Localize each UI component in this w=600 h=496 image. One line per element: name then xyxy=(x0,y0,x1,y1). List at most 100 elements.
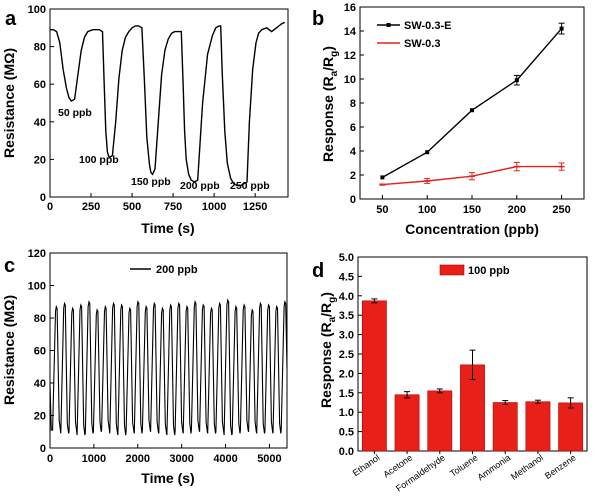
x-tick-label: 4000 xyxy=(213,453,237,465)
data-point xyxy=(559,26,564,31)
concentration-annotation: 250 ppb xyxy=(230,180,270,192)
x-tick-label: 500 xyxy=(123,201,141,213)
y-tick-label: 60 xyxy=(34,346,46,358)
cycling-trace xyxy=(49,298,288,436)
resistance-trace xyxy=(50,21,286,187)
legend-swatch-100-ppb xyxy=(439,264,465,276)
y-tick-label: 100 xyxy=(28,4,46,16)
y-tick-label: 3.5 xyxy=(339,310,354,322)
y-axis-label-part: ) xyxy=(320,46,336,51)
x-tick-label: 1250 xyxy=(243,201,267,213)
data-point xyxy=(514,78,519,83)
x-tick-label: 3000 xyxy=(169,453,193,465)
x-axis-label: Time (s) xyxy=(141,220,194,236)
panel-b: 50 100 150 200 250 0 2 4 6 8 10 12 14 16 SW-0.3-E SW-0.… xyxy=(312,2,585,237)
bar-ethanol xyxy=(361,300,387,452)
x-tick-label: 1000 xyxy=(82,453,106,465)
y-axis-label: Resistance (MΩ) xyxy=(1,48,17,158)
y-tick-label: 8 xyxy=(350,98,356,110)
y-tick-label: 80 xyxy=(34,42,46,54)
x-axis-label: Time (s) xyxy=(141,470,194,486)
data-point xyxy=(470,108,474,113)
bar-benzene xyxy=(558,402,584,452)
panel-label-a: a xyxy=(5,8,17,30)
legend-label-sw-0-3-e: SW-0.3-E xyxy=(404,20,451,32)
panel-d: 0.0 0.5 1.0 1.5 2.0 2.5 3.0 3.5 4.0 4.5 5.0 Ethanol… xyxy=(312,252,588,494)
y-axis-label-part: a xyxy=(329,70,340,76)
y-tick-label: 6 xyxy=(350,122,356,134)
y-axis-label-part: g xyxy=(329,51,340,57)
y-tick-label: 1.0 xyxy=(339,407,354,419)
y-tick-label: 0 xyxy=(40,443,46,455)
y-tick-label: 80 xyxy=(34,313,46,325)
bar-formaldehyde xyxy=(427,390,453,452)
y-axis-label-part: Response (R xyxy=(318,322,334,408)
x-tick-label: 0 xyxy=(47,201,53,213)
y-tick-label: 14 xyxy=(344,26,357,38)
x-tick-label: 200 xyxy=(508,204,526,216)
y-tick-label: 2.0 xyxy=(339,368,354,380)
y-tick-label: 16 xyxy=(344,2,356,14)
panel-a: 0 250 500 750 1000 1250 0 20 40 60 80 100 50 ppb 100 … xyxy=(1,4,289,236)
x-tick-label: 250 xyxy=(552,204,570,216)
y-tick-label: 0 xyxy=(350,194,356,206)
y-axis-label-part: /R xyxy=(318,303,334,317)
category-label: Methanol xyxy=(509,452,545,481)
x-tick-label: 150 xyxy=(463,204,481,216)
concentration-annotation: 50 ppb xyxy=(58,107,92,119)
panel-label-b: b xyxy=(312,8,324,30)
y-tick-label: 4.5 xyxy=(339,271,354,283)
y-tick-label: 3.0 xyxy=(339,330,354,342)
y-tick-label: 0 xyxy=(40,192,46,204)
x-axis-label: Concentration (ppb) xyxy=(405,221,539,237)
x-tick-label: 5000 xyxy=(257,453,281,465)
y-tick-label: 20 xyxy=(34,154,46,166)
panel-c: 0 1000 2000 3000 4000 5000 0 20 40 60 80 100 120 200 … xyxy=(1,248,288,486)
y-tick-label: 2.5 xyxy=(339,349,354,361)
y-axis-label-part: /R xyxy=(320,57,336,71)
y-tick-label: 12 xyxy=(344,50,356,62)
legend-label-sw-0-3: SW-0.3 xyxy=(404,38,440,50)
concentration-annotation: 150 ppb xyxy=(131,176,171,188)
panel-label-d: d xyxy=(312,260,324,282)
x-tick-label: 1000 xyxy=(202,201,226,213)
category-label: Benzene xyxy=(543,452,578,481)
y-tick-label: 20 xyxy=(34,411,46,423)
y-tick-label: 60 xyxy=(34,79,46,91)
y-axis-label: Response (Ra/Rg) xyxy=(320,46,340,162)
y-tick-label: 4.0 xyxy=(339,291,354,303)
y-tick-label: 4 xyxy=(350,146,357,158)
y-axis-label: Response (Ra/Rg) xyxy=(318,292,338,408)
y-tick-label: 40 xyxy=(34,378,46,390)
y-axis-label-part: ) xyxy=(318,292,334,297)
y-tick-label: 1.5 xyxy=(339,388,354,400)
y-tick-label: 10 xyxy=(344,74,356,86)
data-point xyxy=(425,150,430,155)
x-tick-label: 50 xyxy=(376,204,388,216)
concentration-annotation: 200 ppb xyxy=(180,180,220,192)
y-axis-label-part: a xyxy=(327,316,338,322)
y-tick-label: 40 xyxy=(34,117,46,129)
bar-acetone xyxy=(394,394,420,452)
y-tick-label: 100 xyxy=(28,281,46,293)
legend-label-100-ppb: 100 ppb xyxy=(468,265,510,277)
category-label: Ethanol xyxy=(351,452,382,478)
y-tick-label: 5.0 xyxy=(339,252,354,264)
panel-b-frame xyxy=(359,6,585,200)
x-tick-label: 0 xyxy=(47,453,53,465)
x-tick-label: 2000 xyxy=(126,453,150,465)
series-line-sw-0-3-e xyxy=(382,28,563,179)
panel-label-c: c xyxy=(4,255,15,277)
legend-marker xyxy=(386,23,391,27)
y-axis-label-part: Response (R xyxy=(320,76,336,162)
concentration-annotation: 100 ppb xyxy=(79,154,119,166)
x-tick-label: 250 xyxy=(82,201,100,213)
bar-ammonia xyxy=(492,402,518,452)
category-label: Ammonia xyxy=(475,452,512,482)
bar-methanol xyxy=(525,401,551,452)
x-tick-label: 750 xyxy=(164,201,182,213)
y-tick-label: 120 xyxy=(28,248,46,260)
legend-label-200-ppb: 200 ppb xyxy=(156,264,198,276)
data-point xyxy=(380,175,385,180)
